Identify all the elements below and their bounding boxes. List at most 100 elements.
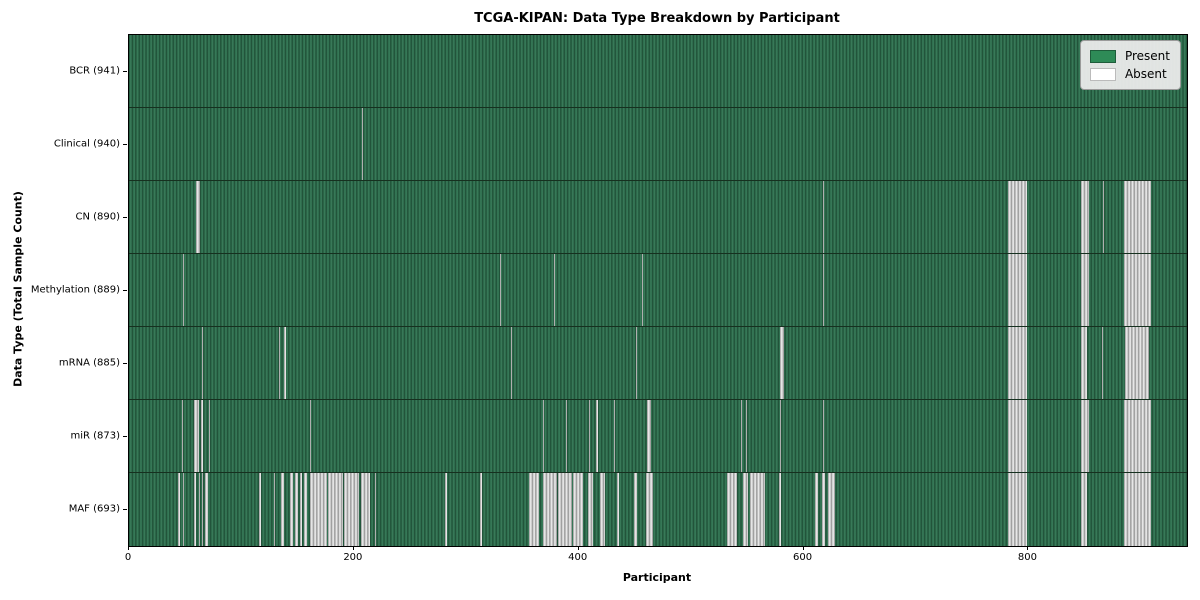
absent-stripe [278,327,280,399]
absent-stripe [542,400,544,472]
legend-entry: Present [1089,47,1170,65]
absent-stripe [205,473,208,546]
absent-stripe [500,254,502,326]
legend-label: Absent [1124,67,1167,81]
absent-stripe [202,473,204,546]
absent-stripe [1102,181,1104,253]
absent-stripe [727,473,738,546]
heatmap-row-clinical [129,108,1187,181]
y-tick [123,362,127,364]
absent-stripe [343,473,360,546]
absent-stripe [778,473,782,546]
x-tick-label: 200 [343,552,363,563]
y-tick [123,435,127,437]
absent-stripe [646,473,653,546]
absent-stripe [613,400,615,472]
absent-stripe [542,473,558,546]
absent-stripe [616,473,620,546]
heatmap-row-cn [129,181,1187,254]
absent-stripe [1124,400,1151,472]
absent-stripe [1081,327,1087,399]
y-tick [123,70,127,72]
absent-stripe [310,473,327,546]
y-tick-label: miR (873) [70,430,120,441]
absent-stripe [361,108,363,180]
y-tick-label: Methylation (889) [30,284,120,295]
absent-stripe [588,400,590,472]
absent-stripe [1124,181,1151,253]
x-tick [128,546,129,550]
absent-stripe [198,473,200,546]
y-tick [123,143,127,145]
absent-stripe [1081,254,1090,326]
absent-stripe [299,473,303,546]
absent-stripe [1008,254,1028,326]
heatmap-row-maf [129,473,1187,546]
absent-stripe [375,473,377,546]
absent-stripe [360,473,370,546]
x-tick-label: 600 [793,552,813,563]
x-axis-label: Participant [622,571,692,584]
absent-stripe [1081,181,1090,253]
x-tick-label: 0 [124,552,132,563]
plot-area: Present Absent [128,34,1188,547]
absent-stripe [328,473,343,546]
heatmap-row-bcr [129,35,1187,108]
absent-stripe [1125,327,1149,399]
absent-stripe [746,400,748,472]
absent-stripe [814,473,819,546]
absent-stripe [573,473,584,546]
absent-stripe [822,400,824,472]
y-tick-label: CN (890) [75,211,120,222]
absent-stripe [259,473,261,546]
absent-stripe [274,473,276,546]
absent-stripe [1081,400,1090,472]
absent-stripe [828,473,836,546]
absent-stripe [742,473,749,546]
absent-stripe [553,254,556,326]
absent-stripe [1124,254,1151,326]
absent-stripe [566,400,568,472]
x-tick [352,546,354,550]
legend-label: Present [1124,49,1170,63]
y-tick-label: Clinical (940) [53,138,120,149]
absent-stripe [1101,327,1103,399]
x-tick-label: 400 [568,552,588,563]
absent-stripe [202,327,204,399]
x-tick [1027,546,1029,550]
absent-stripe [740,400,742,472]
heatmap-row-mir [129,400,1187,473]
absent-stripe [1008,327,1028,399]
absent-stripe [208,400,210,472]
absent-stripe [595,400,598,472]
absent-stripe [310,400,312,472]
legend-swatch-present [1089,49,1116,63]
absent-stripe [479,473,483,546]
absent-stripe [779,327,785,399]
absent-stripe [289,473,294,546]
absent-stripe [822,181,824,253]
legend: Present Absent [1079,40,1181,90]
x-tick-label: 800 [1017,552,1037,563]
y-tick-label: BCR (941) [69,65,120,76]
absent-stripe [529,473,540,546]
y-tick [123,508,127,510]
absent-stripe [779,400,782,472]
absent-stripe [304,473,307,546]
absent-stripe [558,473,572,546]
x-tick [577,546,579,550]
absent-stripe [280,473,285,546]
absent-stripe [647,400,651,472]
legend-swatch-absent [1089,67,1116,81]
absent-stripe [295,473,298,546]
absent-stripe [182,473,185,546]
absent-stripe [587,473,594,546]
absent-stripe [444,473,448,546]
absent-stripe [200,400,204,472]
y-tick [123,216,127,218]
absent-stripe [182,254,185,326]
y-tick-label: MAF (693) [68,503,120,514]
absent-stripe [1124,473,1151,546]
chart-title: TCGA-KIPAN: Data Type Breakdown by Parti… [474,11,840,26]
